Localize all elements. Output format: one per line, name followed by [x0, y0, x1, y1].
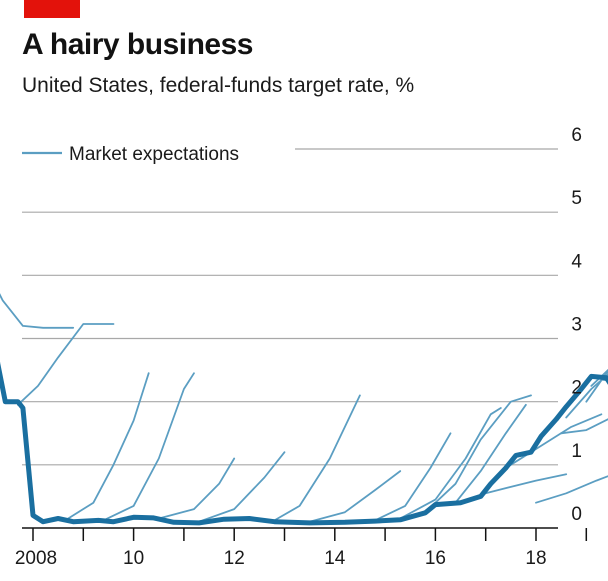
legend: Market expectations: [22, 144, 239, 165]
actual-rate-line: [0, 361, 608, 526]
expectation-line-6: [198, 451, 286, 523]
x-tick-label-2008: 2008: [15, 548, 57, 569]
expectation-line-15: [535, 475, 608, 504]
y-tick-label-4: 4: [571, 251, 582, 272]
x-tick-label-18: 18: [525, 548, 546, 569]
y-tick-label-3: 3: [571, 315, 582, 336]
actual-series: [0, 361, 608, 526]
y-axis: 0 1 2 3 4 5 6: [571, 125, 582, 525]
expectation-line-1: [0, 293, 75, 329]
expectation-line-9: [374, 432, 452, 522]
y-tick-label-2: 2: [571, 378, 582, 399]
brand-tag: [24, 0, 80, 18]
chart-subtitle: United States, federal-funds target rate…: [22, 74, 415, 97]
legend-label: Market expectations: [69, 144, 239, 165]
y-tick-label-6: 6: [571, 125, 582, 146]
expectation-line-16: [560, 418, 608, 435]
y-tick-label-5: 5: [571, 188, 582, 209]
x-tick-label-16: 16: [425, 548, 446, 569]
expectation-line-13: [484, 473, 568, 495]
y-tick-label-1: 1: [571, 441, 582, 462]
expectation-line-7: [273, 394, 361, 522]
x-axis: 2008101214161820222426: [15, 527, 588, 569]
expectation-line-10: [399, 407, 502, 520]
expectation-series: [0, 293, 608, 523]
expectation-line-4: [102, 372, 195, 522]
expectation-line-5: [157, 457, 236, 520]
expectation-line-3: [67, 372, 150, 520]
x-tick-label-12: 12: [224, 548, 245, 569]
chart-title: A hairy business: [22, 28, 253, 61]
expectation-line-11: [424, 394, 532, 514]
expectation-line-18: [585, 371, 608, 403]
expectation-line-8: [308, 470, 402, 523]
x-tick-label-14: 14: [324, 548, 346, 569]
expectation-line-2: [17, 323, 115, 406]
expectation-line-17: [565, 373, 608, 419]
x-tick-label-10: 10: [123, 548, 144, 569]
expectation-line-12: [454, 403, 527, 504]
expectation-line-19: [590, 368, 608, 387]
grid-lines: [22, 148, 558, 466]
y-tick-label-0: 0: [571, 504, 582, 525]
